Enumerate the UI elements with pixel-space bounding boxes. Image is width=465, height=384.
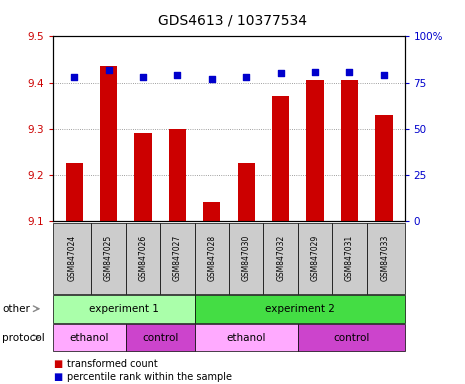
Point xyxy=(208,76,215,82)
Text: experiment 2: experiment 2 xyxy=(265,304,334,314)
Text: other: other xyxy=(2,304,30,314)
Bar xyxy=(306,80,324,221)
Bar xyxy=(238,163,255,221)
Bar xyxy=(375,115,392,221)
Text: GSM847028: GSM847028 xyxy=(207,235,216,281)
Text: ■: ■ xyxy=(53,372,63,382)
Bar xyxy=(341,80,358,221)
Text: GSM847025: GSM847025 xyxy=(104,235,113,281)
Bar xyxy=(203,202,220,221)
Point xyxy=(346,68,353,74)
Bar xyxy=(169,129,186,221)
Point xyxy=(70,74,78,80)
Point xyxy=(312,68,319,74)
Point xyxy=(277,70,285,76)
Text: experiment 1: experiment 1 xyxy=(89,304,159,314)
Text: ■: ■ xyxy=(53,359,63,369)
Bar xyxy=(134,133,152,221)
Bar xyxy=(66,163,83,221)
Point xyxy=(380,72,388,78)
Text: GSM847032: GSM847032 xyxy=(276,235,285,281)
Text: GSM847026: GSM847026 xyxy=(139,235,147,281)
Text: GDS4613 / 10377534: GDS4613 / 10377534 xyxy=(158,13,307,27)
Bar xyxy=(272,96,289,221)
Text: GSM847027: GSM847027 xyxy=(173,235,182,281)
Point xyxy=(243,74,250,80)
Text: GSM847030: GSM847030 xyxy=(242,235,251,281)
Text: ethanol: ethanol xyxy=(226,333,266,343)
Text: percentile rank within the sample: percentile rank within the sample xyxy=(67,372,232,382)
Point xyxy=(139,74,146,80)
Text: GSM847029: GSM847029 xyxy=(311,235,319,281)
Point xyxy=(105,66,112,73)
Text: ethanol: ethanol xyxy=(70,333,109,343)
Text: protocol: protocol xyxy=(2,333,45,343)
Bar xyxy=(100,66,117,221)
Point xyxy=(173,72,181,78)
Text: transformed count: transformed count xyxy=(67,359,158,369)
Text: GSM847031: GSM847031 xyxy=(345,235,354,281)
Text: GSM847024: GSM847024 xyxy=(68,235,77,281)
Text: GSM847033: GSM847033 xyxy=(381,235,390,281)
Text: control: control xyxy=(142,333,179,343)
Text: control: control xyxy=(333,333,369,343)
